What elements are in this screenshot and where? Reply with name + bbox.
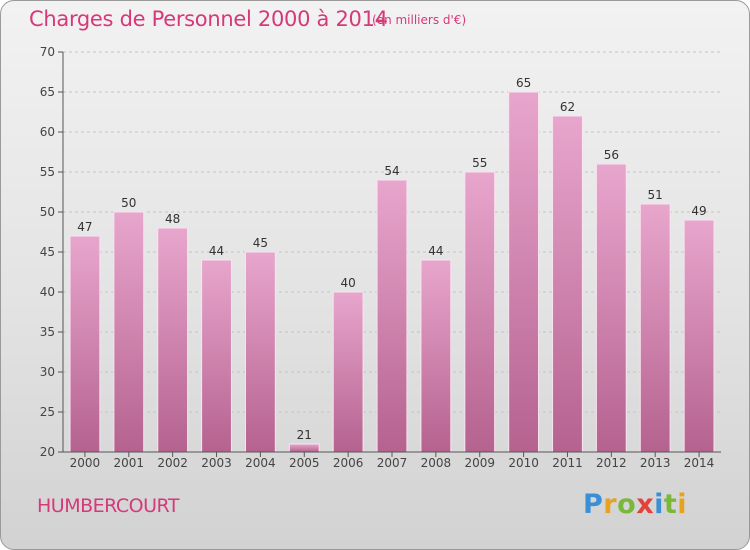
x-tick-label-2007: 2007 bbox=[377, 456, 408, 470]
data-label-2013: 51 bbox=[648, 188, 663, 202]
bar-2010 bbox=[508, 91, 540, 453]
bar-2005 bbox=[288, 443, 320, 453]
x-tick-label-2008: 2008 bbox=[421, 456, 452, 470]
logo-letter: x bbox=[636, 489, 655, 520]
bar-2003 bbox=[201, 259, 232, 453]
logo-letter: r bbox=[603, 489, 618, 520]
bar-2009 bbox=[464, 171, 496, 453]
x-tick-label-2002: 2002 bbox=[157, 456, 188, 470]
bar-2013 bbox=[639, 203, 671, 453]
data-label-2002: 48 bbox=[165, 212, 180, 226]
y-tick-label: 70 bbox=[40, 45, 55, 59]
y-tick-label: 45 bbox=[40, 245, 55, 259]
bar-2001 bbox=[113, 211, 145, 453]
x-tick-label-2011: 2011 bbox=[552, 456, 583, 470]
bar-2002 bbox=[157, 227, 189, 453]
data-label-2001: 50 bbox=[121, 196, 136, 210]
proxiti-logo: Proxiti bbox=[583, 489, 687, 520]
y-tick-label: 60 bbox=[40, 125, 55, 139]
data-label-2005: 21 bbox=[297, 428, 312, 442]
logo-letter: i bbox=[654, 489, 664, 520]
data-label-2014: 49 bbox=[691, 204, 706, 218]
data-label-2012: 56 bbox=[604, 148, 619, 162]
x-tick-label-2009: 2009 bbox=[464, 456, 495, 470]
commune-name: HUMBERCOURT bbox=[37, 495, 179, 517]
data-label-2009: 55 bbox=[472, 156, 487, 170]
x-tick-label-2014: 2014 bbox=[684, 456, 715, 470]
bar-2008 bbox=[420, 259, 452, 453]
data-label-2010: 65 bbox=[516, 76, 531, 90]
bar-2006 bbox=[332, 291, 364, 453]
x-tick-label-2003: 2003 bbox=[201, 456, 232, 470]
bar-2011 bbox=[552, 115, 583, 453]
data-label-2008: 44 bbox=[428, 244, 443, 258]
data-label-2003: 44 bbox=[209, 244, 224, 258]
bar-2007 bbox=[376, 179, 408, 453]
bar-2004 bbox=[244, 251, 276, 453]
y-tick-label: 50 bbox=[40, 205, 55, 219]
y-tick-label: 25 bbox=[40, 405, 55, 419]
y-tick-label: 55 bbox=[40, 165, 55, 179]
y-tick-label: 30 bbox=[40, 365, 55, 379]
x-tick-label-2006: 2006 bbox=[333, 456, 364, 470]
y-tick-label: 20 bbox=[40, 445, 55, 459]
data-label-2007: 54 bbox=[384, 164, 399, 178]
x-tick-label-2004: 2004 bbox=[245, 456, 276, 470]
data-label-2011: 62 bbox=[560, 100, 575, 114]
logo-letter: P bbox=[583, 489, 604, 520]
bar-2012 bbox=[595, 163, 627, 453]
x-tick-label-2000: 2000 bbox=[70, 456, 101, 470]
data-label-2004: 45 bbox=[253, 236, 268, 250]
x-tick-label-2010: 2010 bbox=[508, 456, 539, 470]
x-tick-label-2012: 2012 bbox=[596, 456, 627, 470]
bar-2014 bbox=[683, 219, 715, 453]
chart-subtitle: (en milliers d'€) bbox=[372, 13, 467, 27]
x-tick-label-2005: 2005 bbox=[289, 456, 320, 470]
logo-letter: i bbox=[677, 489, 688, 520]
data-label-2000: 47 bbox=[77, 220, 92, 234]
x-tick-label-2001: 2001 bbox=[114, 456, 145, 470]
bar-2000 bbox=[69, 235, 101, 453]
y-tick-label: 35 bbox=[40, 325, 55, 339]
x-tick-label-2013: 2013 bbox=[640, 456, 671, 470]
y-tick-label: 40 bbox=[40, 285, 55, 299]
logo-letter: t bbox=[663, 489, 678, 520]
data-label-2006: 40 bbox=[340, 276, 355, 290]
y-tick-label: 65 bbox=[40, 85, 55, 99]
logo-letter: o bbox=[617, 489, 637, 520]
chart-title: Charges de Personnel 2000 à 2014 bbox=[29, 7, 388, 31]
